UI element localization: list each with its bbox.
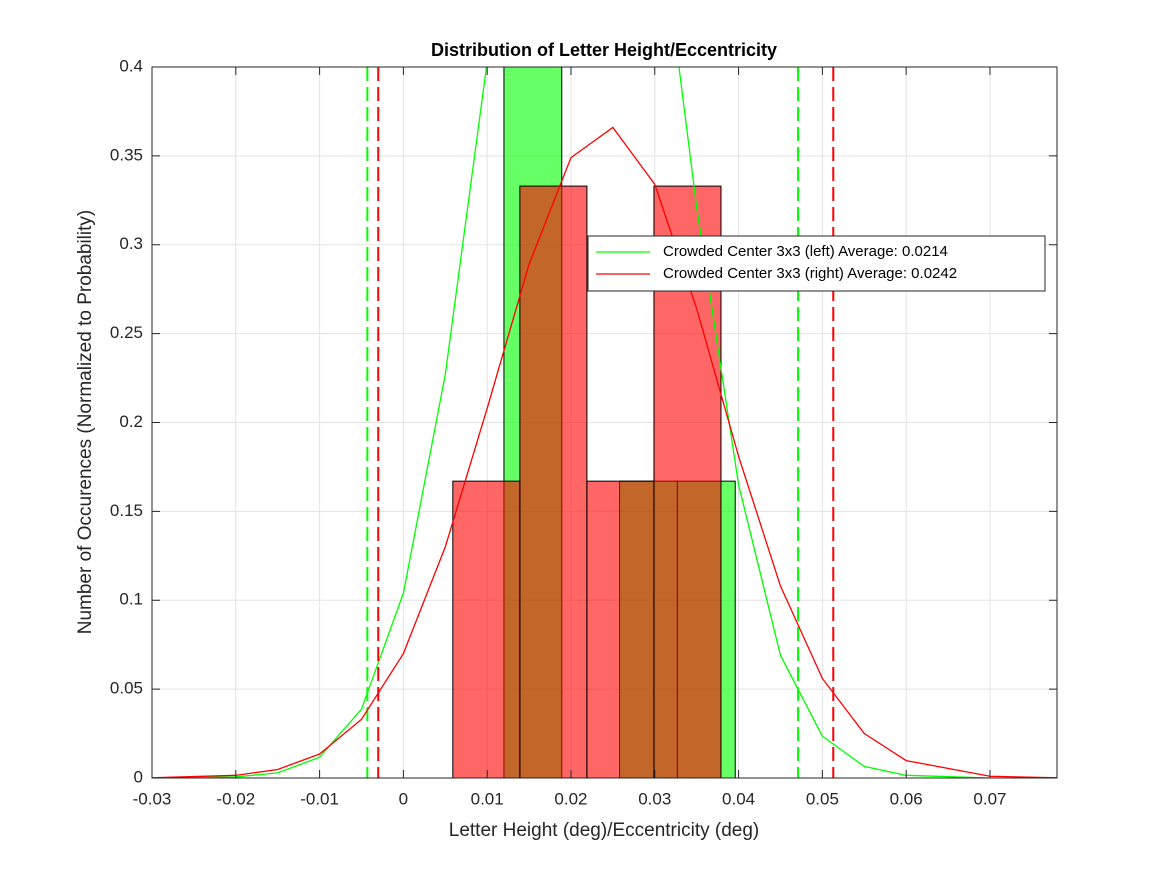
x-tick-label: 0.01: [471, 789, 504, 808]
axes-box: [151, 66, 1058, 779]
y-tick-label: 0: [134, 767, 143, 786]
x-tick-label: -0.02: [216, 789, 255, 808]
histogram-bar: [452, 480, 521, 778]
legend-box: [587, 235, 1046, 292]
x-tick-label: 0.07: [973, 789, 1006, 808]
y-tick-label: 0.35: [110, 145, 143, 164]
fit-curve: [152, 67, 1057, 778]
x-tick-label: 0.04: [722, 789, 755, 808]
x-tick-label: 0.05: [806, 789, 839, 808]
y-tick-label: 0.2: [119, 412, 143, 431]
fit-curve: [152, 126, 1057, 778]
y-tick-label: 0.15: [110, 501, 143, 520]
legend-label: Crowded Center 3x3 (right) Average: 0.02…: [663, 265, 957, 282]
histogram-bar: [519, 185, 588, 778]
histogram-bar: [586, 480, 655, 778]
y-tick-label: 0.4: [119, 56, 143, 75]
legend: Crowded Center 3x3 (left) Average: 0.021…: [587, 235, 1046, 292]
x-tick-label: 0.03: [638, 789, 671, 808]
y-tick-label: 0.3: [119, 234, 143, 253]
bars: [452, 67, 736, 778]
y-axis-label: Number of Occurences (Normalized to Prob…: [75, 210, 96, 635]
x-tick-label: 0: [399, 789, 408, 808]
y-tick-label: 0.1: [119, 590, 143, 609]
chart-title: Distribution of Letter Height/Eccentrici…: [431, 40, 777, 60]
legend-label: Crowded Center 3x3 (left) Average: 0.021…: [663, 243, 948, 260]
x-tick-label: 0.06: [890, 789, 923, 808]
x-tick-label: -0.01: [300, 789, 339, 808]
x-tick-label: 0.02: [554, 789, 587, 808]
x-axis-label: Letter Height (deg)/Eccentricity (deg): [449, 820, 759, 841]
y-tick-label: 0.05: [110, 679, 143, 698]
y-tick-label: 0.25: [110, 323, 143, 342]
x-tick-label: -0.03: [133, 789, 172, 808]
axes: -0.03 -0.02 -0.01 0 0.01 0.02 0.03 0.04 0.05 0.06…: [110, 56, 1058, 808]
lines: [152, 67, 1057, 778]
